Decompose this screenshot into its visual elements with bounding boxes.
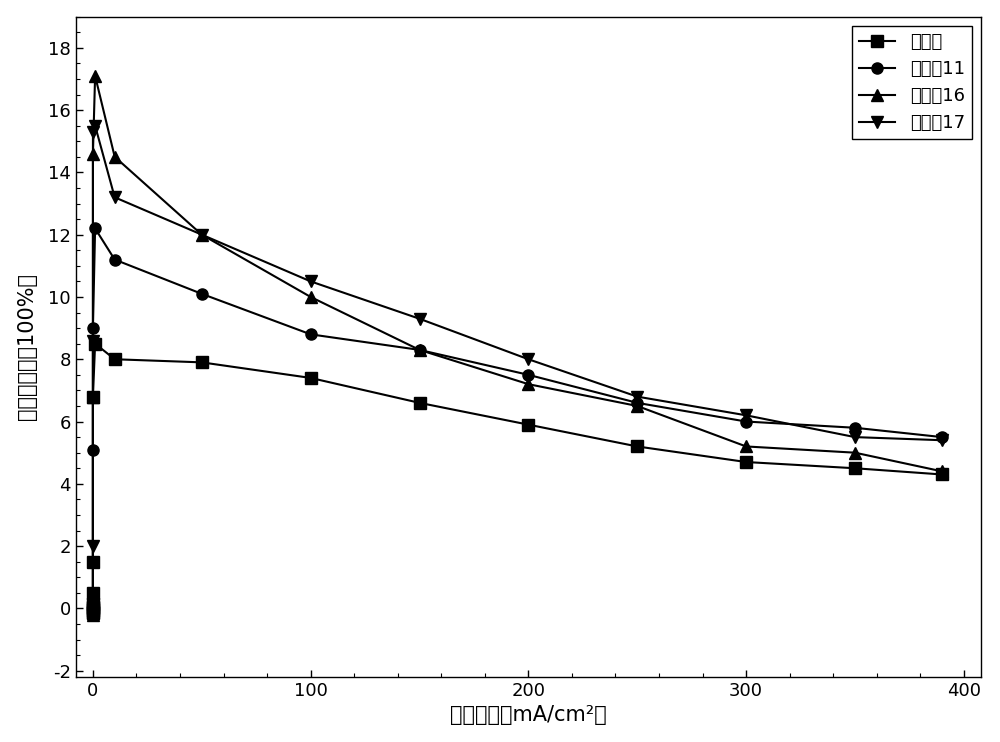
- 比较例: [305, 373, 317, 382]
- 实施例16: [631, 401, 643, 410]
- 实施例11: [87, 324, 99, 332]
- X-axis label: 电流密度（mA/cm²）: 电流密度（mA/cm²）: [450, 706, 607, 726]
- 实施例11: [109, 255, 121, 264]
- 实施例17: [87, 607, 99, 616]
- 实施例11: [87, 608, 99, 617]
- 实施例17: [87, 336, 99, 345]
- Legend: 比较例, 实施例11, 实施例16, 实施例17: 比较例, 实施例11, 实施例16, 实施例17: [852, 26, 972, 139]
- 实施例16: [87, 608, 99, 617]
- 比较例: [87, 608, 99, 617]
- 实施例17: [631, 393, 643, 401]
- 比较例: [849, 464, 861, 473]
- 比较例: [109, 355, 121, 364]
- 实施例11: [631, 398, 643, 407]
- Line: 比较例: 比较例: [87, 338, 948, 619]
- 实施例11: [414, 346, 426, 355]
- Line: 实施例16: 实施例16: [87, 70, 948, 620]
- 实施例16: [522, 380, 534, 389]
- 实施例11: [936, 433, 948, 441]
- 比较例: [196, 358, 208, 367]
- Y-axis label: 外量子效率（100%）: 外量子效率（100%）: [17, 273, 37, 420]
- 实施例17: [87, 608, 99, 617]
- 实施例11: [305, 330, 317, 339]
- 实施例17: [87, 603, 99, 611]
- 实施例17: [740, 411, 752, 420]
- 实施例17: [522, 355, 534, 364]
- 实施例16: [87, 393, 99, 401]
- 比较例: [89, 339, 101, 348]
- 比较例: [87, 557, 99, 566]
- 实施例16: [414, 346, 426, 355]
- 比较例: [631, 442, 643, 451]
- 实施例16: [196, 230, 208, 239]
- 比较例: [522, 420, 534, 429]
- 实施例16: [87, 610, 99, 619]
- 实施例11: [196, 289, 208, 298]
- 实施例11: [87, 605, 99, 614]
- Line: 实施例11: 实施例11: [87, 223, 948, 620]
- 实施例16: [109, 152, 121, 161]
- 实施例17: [89, 121, 101, 130]
- 实施例11: [87, 604, 99, 613]
- Line: 实施例17: 实施例17: [87, 120, 948, 620]
- 实施例11: [87, 603, 99, 611]
- 实施例11: [849, 424, 861, 433]
- 比较例: [87, 605, 99, 614]
- 实施例16: [936, 467, 948, 476]
- 实施例17: [196, 230, 208, 239]
- 实施例17: [87, 542, 99, 551]
- 实施例11: [87, 607, 99, 616]
- 实施例11: [89, 224, 101, 233]
- 比较例: [936, 470, 948, 479]
- 实施例16: [305, 292, 317, 301]
- 实施例16: [87, 601, 99, 610]
- 实施例17: [414, 315, 426, 324]
- 实施例17: [87, 128, 99, 137]
- 比较例: [414, 398, 426, 407]
- 实施例17: [109, 193, 121, 202]
- 实施例17: [87, 610, 99, 619]
- 实施例17: [305, 277, 317, 286]
- 实施例11: [87, 598, 99, 607]
- 实施例16: [87, 605, 99, 614]
- 实施例17: [936, 436, 948, 444]
- 实施例17: [849, 433, 861, 441]
- 比较例: [87, 588, 99, 597]
- 实施例11: [87, 610, 99, 619]
- 比较例: [87, 607, 99, 616]
- 比较例: [87, 603, 99, 611]
- 实施例16: [87, 588, 99, 597]
- 实施例17: [87, 600, 99, 608]
- 比较例: [87, 393, 99, 401]
- 实施例16: [87, 604, 99, 613]
- 实施例16: [849, 448, 861, 457]
- 实施例16: [87, 149, 99, 158]
- 实施例17: [87, 605, 99, 614]
- 实施例16: [87, 607, 99, 616]
- 比较例: [740, 458, 752, 467]
- 实施例11: [740, 417, 752, 426]
- 比较例: [87, 600, 99, 608]
- 比较例: [87, 604, 99, 613]
- 实施例16: [89, 71, 101, 80]
- 实施例11: [522, 370, 534, 379]
- 实施例16: [740, 442, 752, 451]
- 实施例11: [87, 445, 99, 454]
